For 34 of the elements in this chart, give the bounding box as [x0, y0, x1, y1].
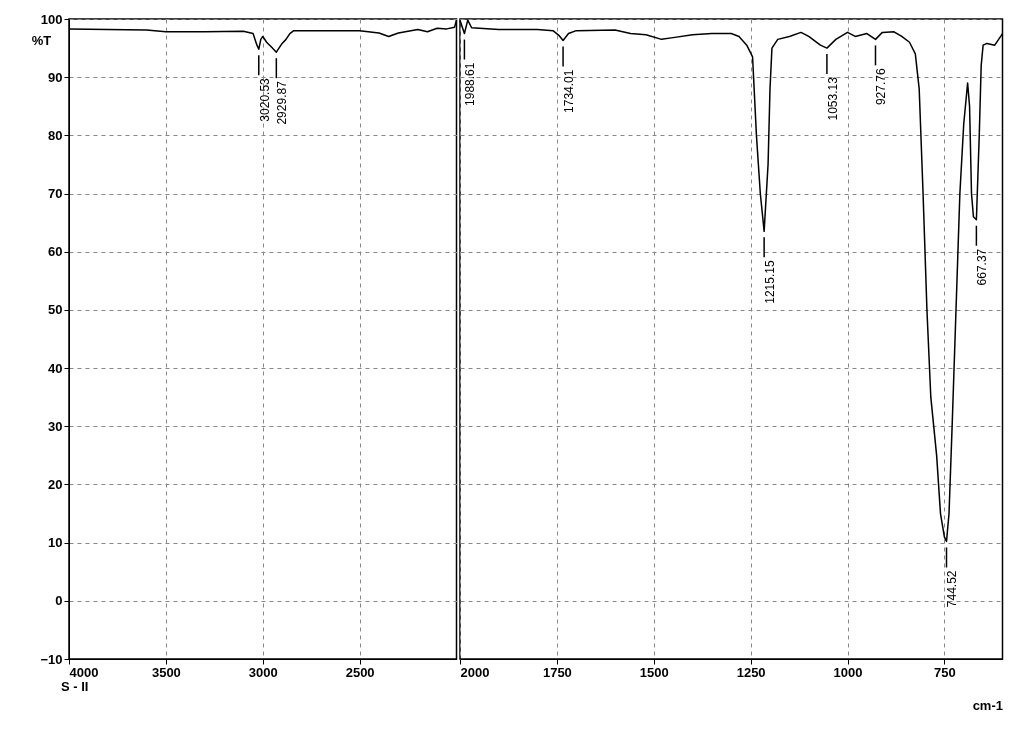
y-tick-label: 10: [48, 535, 63, 551]
annotation: 1988.61: [463, 62, 478, 106]
x-axis-title: cm-1: [972, 697, 1003, 713]
x-tick-label: 1250: [736, 664, 766, 680]
y-axis-title: %T: [31, 32, 52, 48]
annotation: 3020.53: [257, 77, 272, 122]
annotation: 667.37: [975, 248, 990, 286]
y-tick-label: 100: [40, 11, 63, 27]
y-tick-label: 60: [48, 244, 63, 260]
x-tick-label: 1000: [833, 664, 863, 680]
y-tick-label: 50: [48, 302, 63, 318]
y-tick-label: 80: [48, 127, 63, 143]
annotation: 1053.13: [825, 76, 840, 121]
x-tick-label: 1750: [542, 664, 572, 680]
y-tick-label: 30: [48, 418, 63, 434]
y-tick-label: 40: [48, 360, 63, 376]
x-tick-label: 750: [934, 664, 956, 680]
x-tick-label: 3500: [151, 664, 181, 680]
y-tick-label: 70: [48, 186, 63, 202]
y-tick-label: −10: [40, 651, 63, 667]
annotation: 1734.01: [562, 69, 577, 113]
x-tick-label: 2500: [345, 664, 375, 680]
x-tick-label: 3000: [248, 664, 278, 680]
annotation: 2929.87: [275, 80, 290, 125]
y-tick-label: 20: [48, 476, 63, 492]
annotation: 1215.15: [763, 260, 778, 304]
annotation: 927.76: [874, 68, 889, 106]
text: S - II: [61, 679, 89, 694]
x-tick-label: 2000: [460, 664, 490, 680]
x-tick-label: 4000: [69, 664, 99, 680]
annotation: 744.52: [945, 570, 960, 608]
x-tick-label: 1500: [639, 664, 669, 680]
y-tick-label: 90: [48, 69, 63, 85]
y-tick-label: 0: [55, 593, 63, 609]
